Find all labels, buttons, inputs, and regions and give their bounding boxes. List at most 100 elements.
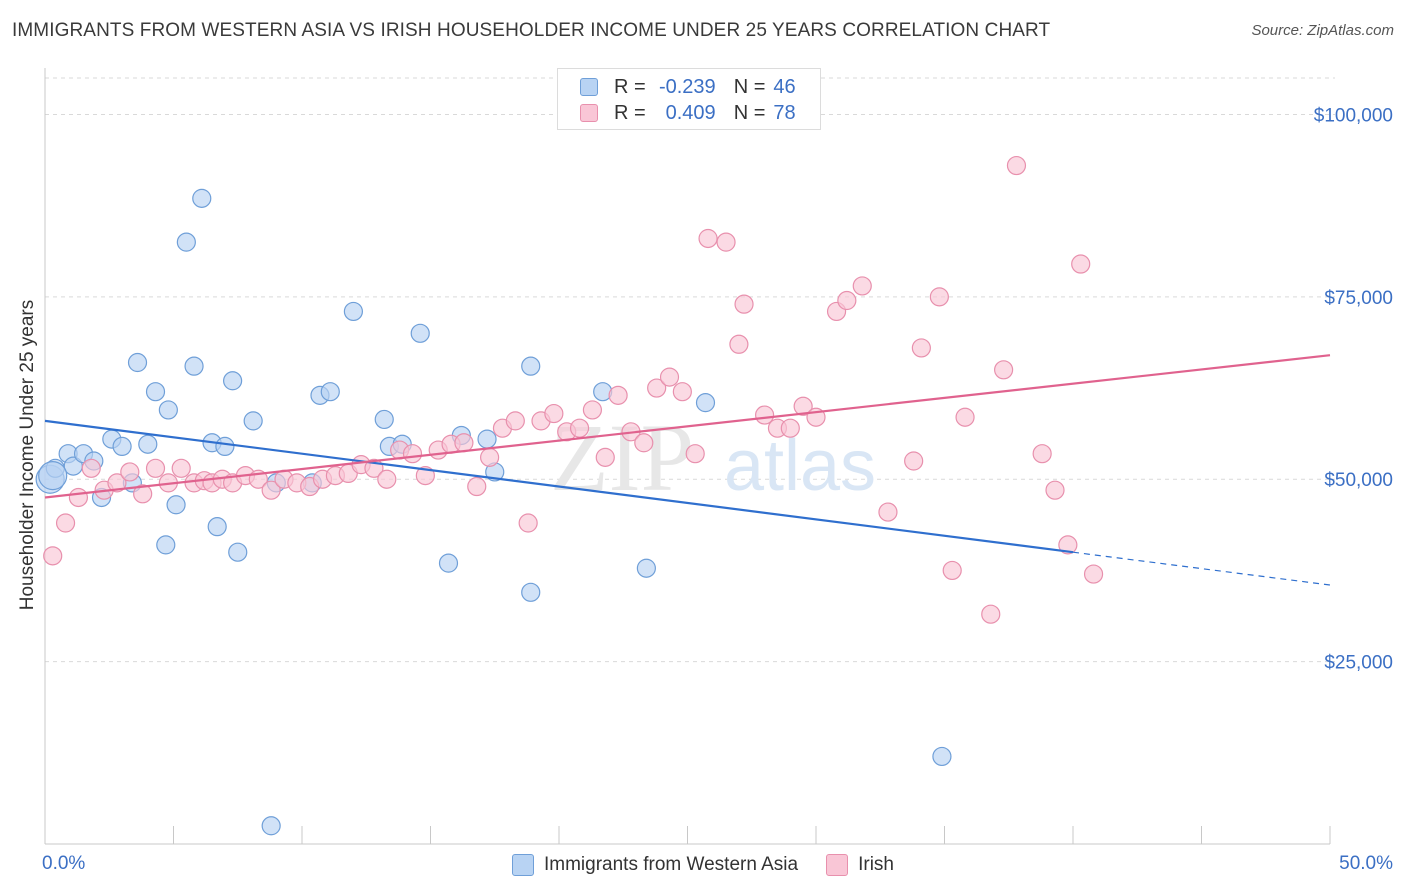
point-western-asia <box>228 542 248 562</box>
point-irish <box>981 604 1001 624</box>
point-irish <box>672 382 692 402</box>
legend-n-label: N = <box>733 101 766 124</box>
point-western-asia <box>192 188 212 208</box>
point-western-asia <box>343 301 363 322</box>
legend-swatch-blue <box>580 78 598 96</box>
point-western-asia <box>477 429 497 449</box>
point-irish <box>647 378 667 398</box>
point-irish <box>454 433 474 453</box>
point-irish <box>518 513 538 533</box>
watermark-atlas: atlas <box>724 426 876 506</box>
point-irish <box>634 433 654 453</box>
point-irish <box>569 418 590 438</box>
point-irish <box>133 484 153 504</box>
point-irish <box>377 469 397 489</box>
legend-swatch-pink <box>580 104 598 122</box>
point-irish <box>43 546 63 566</box>
point-irish <box>480 447 500 467</box>
point-irish <box>852 276 872 296</box>
y-axis-label: Householder Income Under 25 years <box>17 300 38 611</box>
point-western-asia <box>243 411 263 431</box>
point-irish <box>994 360 1014 380</box>
point-western-asia <box>261 816 281 836</box>
point-irish <box>942 560 962 581</box>
point-irish <box>402 444 423 464</box>
legend-swatch-blue <box>511 854 534 876</box>
point-western-asia <box>38 460 68 491</box>
series-legend: Immigrants from Western Asia Irish <box>0 852 1406 878</box>
point-irish <box>544 403 564 424</box>
point-western-asia <box>695 393 716 413</box>
point-irish <box>716 232 736 252</box>
point-irish <box>68 487 89 508</box>
legend-n-value: 46 <box>773 75 796 98</box>
point-irish <box>120 462 140 482</box>
point-western-asia <box>215 436 235 457</box>
y-tick-label: $75,000 <box>1324 288 1393 309</box>
point-irish <box>659 367 680 387</box>
trendline-western-asia <box>44 419 1074 554</box>
point-irish <box>582 400 603 420</box>
axes <box>44 68 1331 845</box>
point-irish <box>467 476 487 497</box>
point-western-asia <box>410 323 430 343</box>
legend-row-western-asia: R = -0.239 N = 46 <box>580 75 796 99</box>
point-western-asia <box>207 517 227 537</box>
point-western-asia <box>320 382 340 402</box>
point-irish <box>734 294 754 314</box>
legend-item-western-asia[interactable]: Immigrants from Western Asia <box>511 854 798 876</box>
legend-item-irish[interactable]: Irish <box>826 854 894 876</box>
point-western-asia <box>184 356 204 376</box>
point-irish <box>698 228 718 249</box>
point-western-asia <box>127 352 148 373</box>
trendline-irish <box>44 354 1331 499</box>
series-irish <box>43 155 1104 624</box>
point-irish <box>955 407 975 427</box>
point-irish <box>837 290 857 311</box>
point-irish <box>929 287 949 307</box>
point-western-asia <box>156 535 176 555</box>
point-irish <box>608 385 628 405</box>
point-western-asia <box>158 400 178 420</box>
point-irish <box>1045 480 1065 500</box>
point-western-asia <box>112 436 132 457</box>
legend-r-value: -0.239 <box>658 75 716 98</box>
point-irish <box>81 458 101 478</box>
legend-swatch-pink <box>826 854 849 876</box>
point-irish <box>1058 535 1078 555</box>
point-western-asia <box>636 558 656 578</box>
legend-n-value: 78 <box>773 101 796 124</box>
point-irish <box>1083 564 1104 584</box>
legend-row-irish: R = 0.409 N = 78 <box>580 101 796 125</box>
series-western-asia <box>35 188 952 836</box>
point-irish <box>754 405 775 425</box>
point-irish <box>1006 155 1027 176</box>
point-irish <box>1032 444 1052 464</box>
point-western-asia <box>138 434 158 454</box>
point-western-asia <box>932 746 952 767</box>
point-irish <box>780 418 800 438</box>
x-tick-label: 0.0% <box>42 853 85 874</box>
point-western-asia <box>223 371 243 391</box>
gridlines <box>45 77 1335 663</box>
point-irish <box>505 411 525 431</box>
y-tick-label: $50,000 <box>1324 470 1393 491</box>
point-irish <box>595 447 615 467</box>
point-irish <box>793 396 813 416</box>
point-irish <box>911 338 931 358</box>
point-irish <box>55 513 76 533</box>
point-irish <box>261 480 281 500</box>
point-irish <box>107 473 127 493</box>
point-western-asia <box>521 356 541 376</box>
point-irish <box>145 458 166 478</box>
point-irish <box>685 444 705 464</box>
point-western-asia <box>145 382 166 402</box>
legend-n-label: N = <box>733 75 766 98</box>
point-western-asia <box>374 409 394 430</box>
y-tick-label: $25,000 <box>1324 653 1393 674</box>
point-western-asia <box>166 495 186 515</box>
legend-r-label: R = <box>614 101 646 124</box>
correlation-legend: R = -0.239 N = 46 R = 0.409 N = 78 <box>557 68 821 130</box>
point-irish <box>729 334 749 354</box>
